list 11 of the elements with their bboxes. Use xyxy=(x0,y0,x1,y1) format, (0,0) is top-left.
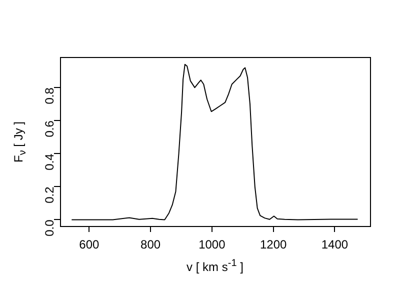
y-tick-label: 0.6 xyxy=(42,120,56,138)
x-axis-title: v [ km s$^{-1}$ ] xyxy=(186,258,244,274)
x-tick-label: 1400 xyxy=(321,238,348,252)
x-tick-label: 600 xyxy=(79,238,100,252)
x-tick-label: 800 xyxy=(140,238,161,252)
x-tick-label: 1000 xyxy=(198,238,226,252)
y-tick-label: 0.0 xyxy=(42,219,56,236)
y-tick-label: 0.8 xyxy=(42,87,56,104)
y-tick-label: 0.2 xyxy=(42,186,56,204)
x-tick-label: 1200 xyxy=(260,238,287,252)
y-tick-label: 0.4 xyxy=(42,153,56,170)
